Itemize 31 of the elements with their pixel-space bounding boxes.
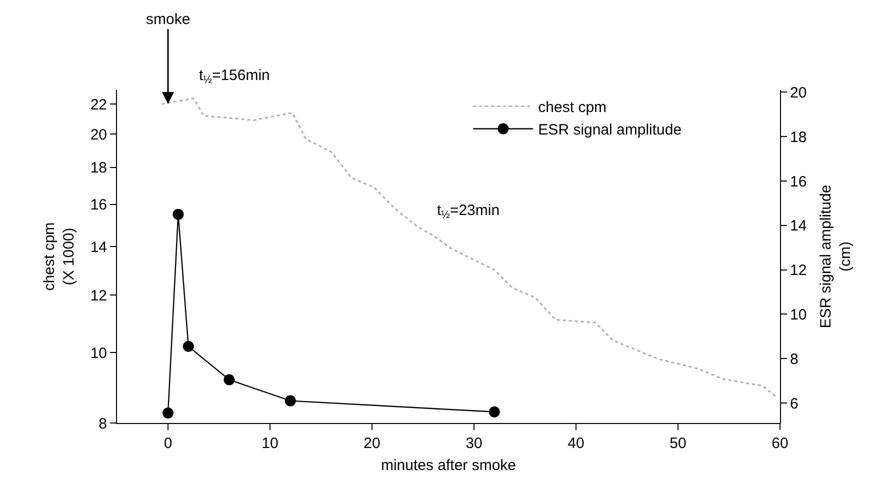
y-axis-title: chest cpm (X 1000) xyxy=(41,222,78,291)
y-tick-label: 12 xyxy=(90,287,107,304)
legend-label: ESR signal amplitude xyxy=(538,122,682,139)
y-tick-label: 18 xyxy=(90,160,107,177)
y-tick-label: 16 xyxy=(90,196,107,214)
legend-label: chest cpm xyxy=(538,99,607,116)
x-tick-label: 50 xyxy=(670,435,686,452)
x-tick-label: 40 xyxy=(568,435,584,452)
y2-axis-title: ESR signal amplitude (cm) xyxy=(818,184,854,328)
x-tick-label: 10 xyxy=(262,435,278,452)
y-tick-label: 10 xyxy=(90,344,107,362)
y-tick-label: 20 xyxy=(90,126,107,144)
y2-tick-label: 6 xyxy=(790,395,798,412)
y-tick-label: 8 xyxy=(98,415,107,432)
y2-tick-label: 10 xyxy=(790,306,807,324)
y2-tick-label: 12 xyxy=(790,262,807,280)
x-tick-label: 20 xyxy=(364,435,380,452)
annotation: smoke xyxy=(146,11,190,28)
y2-tick-label: 20 xyxy=(790,84,807,102)
x-axis-title: minutes after smoke xyxy=(380,457,516,474)
y2-tick-label: 16 xyxy=(790,173,807,190)
y-tick-label: 22 xyxy=(90,96,107,114)
x-tick-label: 0 xyxy=(164,435,172,452)
x-tick-label: 30 xyxy=(466,435,482,452)
y2-tick-label: 14 xyxy=(790,218,807,235)
annotation: t$_{½}$=23min xyxy=(437,202,500,222)
text: t$_{½}$=156min xyxy=(199,67,270,86)
x-tick-label: 60 xyxy=(772,435,788,452)
y-tick-label: 14 xyxy=(90,238,107,256)
y2-tick-label: 8 xyxy=(790,350,798,368)
y2-tick-label: 18 xyxy=(790,128,807,146)
